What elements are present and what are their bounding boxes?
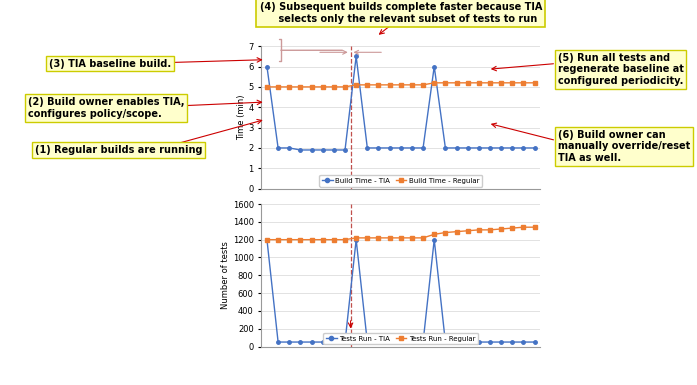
Text: (2) Build owner enables TIA,
configures policy/scope.: (2) Build owner enables TIA, configures … [28,97,185,119]
Text: (3) TIA baseline build.: (3) TIA baseline build. [49,59,171,69]
Text: (1) Regular builds are running: (1) Regular builds are running [35,145,202,155]
Text: (4) Subsequent builds complete faster because TIA
    selects only the relevant : (4) Subsequent builds complete faster be… [259,2,542,23]
Y-axis label: Time (min): Time (min) [236,95,245,140]
Text: (5) Run all tests and
regenerate baseline at
configured periodicity.: (5) Run all tests and regenerate baselin… [558,53,684,86]
Text: (6) Build owner can
manually override/reset
TIA as well.: (6) Build owner can manually override/re… [558,130,690,163]
Legend: Build Time - TIA, Build Time - Regular: Build Time - TIA, Build Time - Regular [319,175,482,187]
Y-axis label: Number of tests: Number of tests [221,241,230,309]
Legend: Tests Run - TIA, Tests Run - Regular: Tests Run - TIA, Tests Run - Regular [323,333,478,345]
